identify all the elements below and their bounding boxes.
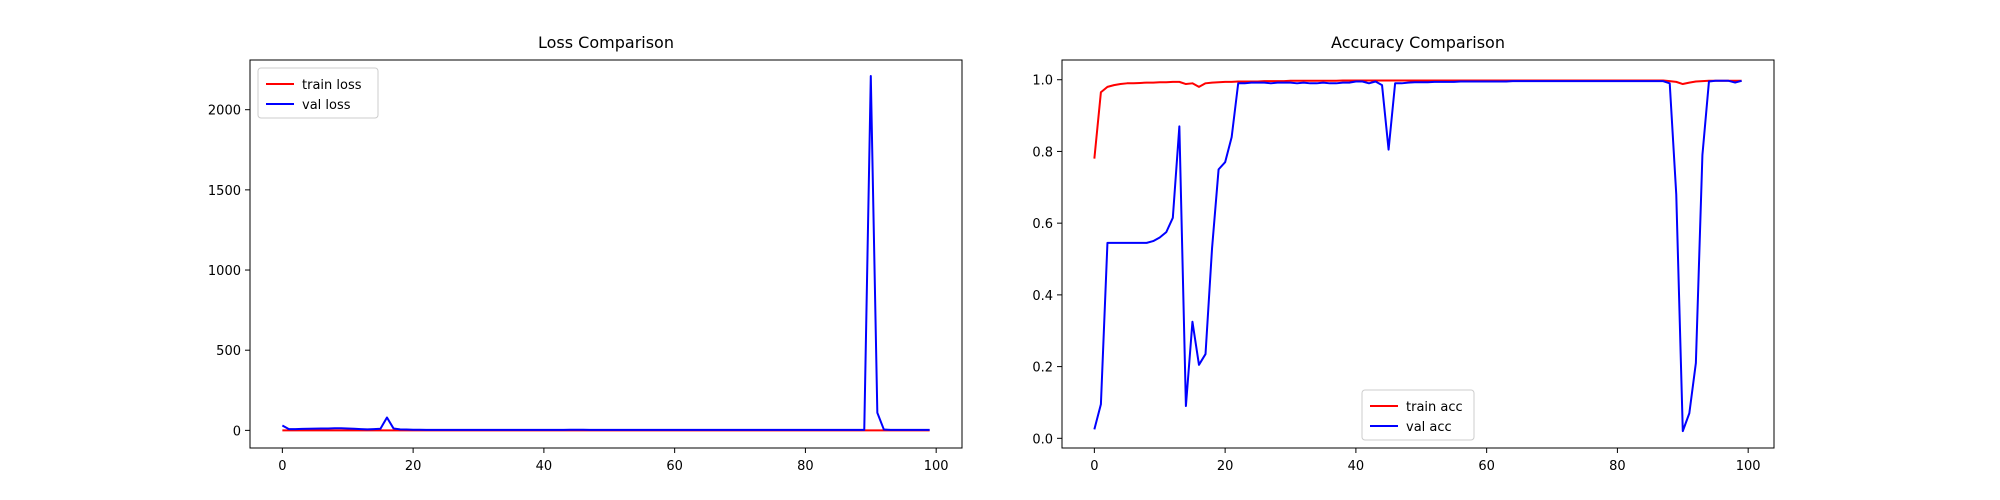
x-tick-label: 0 [1090, 459, 1098, 474]
x-tick-label: 0 [278, 459, 286, 474]
legend-label-val-acc: val acc [1406, 420, 1452, 435]
y-tick-label: 1.0 [1032, 74, 1053, 89]
y-tick-label: 2000 [208, 104, 241, 119]
y-tick-label: 1500 [208, 184, 241, 199]
y-tick-label: 0.8 [1032, 145, 1053, 160]
legend-box [257, 67, 379, 119]
chart-title: Loss Comparison [538, 33, 674, 52]
legend-label-val-loss: val loss [302, 98, 351, 113]
plot-frame [1061, 59, 1775, 449]
x-tick-label: 100 [924, 459, 949, 474]
legend-label-train-loss: train loss [302, 78, 362, 93]
legend-label-train-acc: train acc [1406, 400, 1463, 415]
y-tick-label: 0.0 [1032, 432, 1053, 447]
legend: train acc val acc [1361, 389, 1475, 441]
plot-frame [249, 59, 963, 449]
y-tick-label: 0.4 [1032, 289, 1053, 304]
x-tick-label: 80 [797, 459, 814, 474]
y-tick-label: 0.2 [1032, 361, 1053, 376]
series-line-val-acc [1093, 79, 1742, 433]
chart-title: Accuracy Comparison [1331, 33, 1505, 52]
x-tick-label: 40 [536, 459, 553, 474]
y-tick-label: 1000 [208, 264, 241, 279]
x-tick-label: 20 [1217, 459, 1234, 474]
x-tick-label: 40 [1348, 459, 1365, 474]
y-tick-label: 500 [216, 344, 241, 359]
x-tick-label: 100 [1736, 459, 1761, 474]
y-tick-label: 0.6 [1032, 217, 1053, 232]
x-tick-label: 80 [1609, 459, 1626, 474]
legend: train loss val loss [257, 67, 379, 119]
x-tick-label: 20 [405, 459, 422, 474]
x-tick-label: 60 [666, 459, 683, 474]
legend-box [1361, 389, 1475, 441]
x-tick-label: 60 [1478, 459, 1495, 474]
y-tick-label: 0 [233, 424, 241, 439]
series-line-val-loss [281, 75, 930, 431]
accuracy-chart: Accuracy Comparison 0 20 40 60 80 100 0.0 0.2 0.4… [1032, 33, 1775, 474]
